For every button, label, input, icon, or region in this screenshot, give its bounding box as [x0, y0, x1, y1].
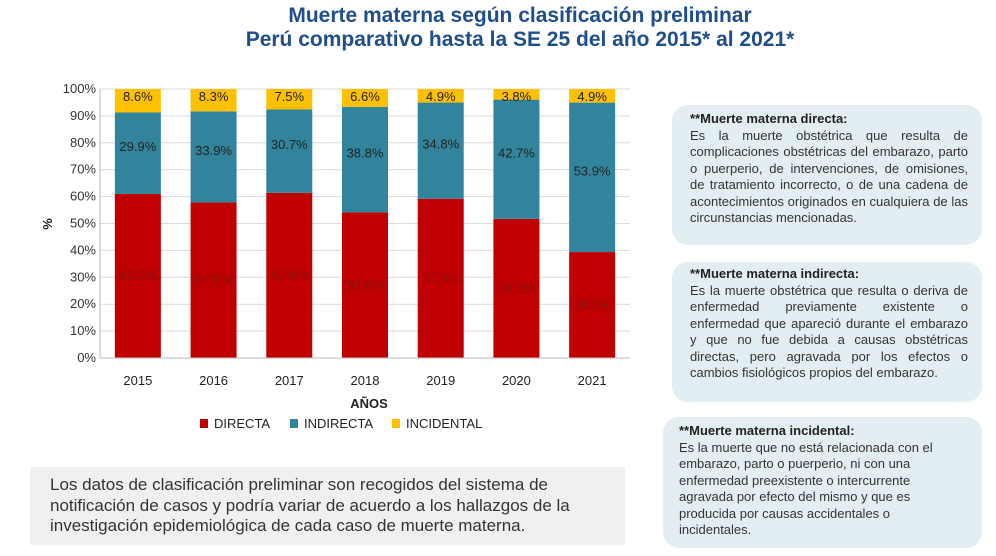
- y-tick-label: 50%: [70, 216, 96, 231]
- bar-directa: [569, 252, 616, 358]
- data-label: 60.2%: [119, 268, 156, 283]
- definition-text: Es la muerte obstétrica que resulta o de…: [690, 282, 968, 381]
- bar-indirecta: [342, 106, 388, 213]
- legend-label: INCIDENTAL: [406, 416, 482, 431]
- data-label: 4.9%: [426, 89, 456, 104]
- definition-text: Es la muerte obstétrica que resulta de c…: [690, 127, 968, 226]
- data-label: 33.9%: [195, 143, 232, 158]
- data-label: 38.2%: [574, 297, 611, 312]
- definition-heading: **Muerte materna incidental:: [679, 423, 855, 438]
- bar-indirecta: [190, 111, 237, 203]
- data-label: 7.5%: [274, 89, 304, 104]
- bar-incidental: [342, 89, 388, 107]
- definition-directa: **Muerte materna directa: Es la muerte o…: [672, 105, 982, 245]
- data-label: 30.7%: [271, 137, 308, 152]
- y-tick-label: 30%: [70, 269, 96, 284]
- definition-heading: **Muerte materna directa:: [690, 111, 848, 126]
- legend-swatch-directa: [200, 419, 208, 428]
- y-tick-label: 40%: [70, 242, 96, 257]
- x-tick-label: 2016: [199, 373, 228, 388]
- data-label: 8.3%: [199, 89, 229, 104]
- y-tick-label: 60%: [70, 189, 96, 204]
- bar-indirecta: [417, 102, 464, 199]
- y-tick-label: 70%: [70, 162, 96, 177]
- legend-swatch-incidental: [392, 419, 400, 428]
- bar-directa: [342, 212, 388, 358]
- data-label: 49.8%: [498, 280, 535, 295]
- x-tick-label: 2021: [578, 373, 607, 388]
- definition-text: Es la muerte que no está relacionada con…: [679, 439, 933, 538]
- y-tick-label: 20%: [70, 296, 96, 311]
- definition-incidental: **Muerte materna incidental: Es la muert…: [663, 417, 982, 548]
- definition-indirecta: **Muerte materna indirecta: Es la muerte…: [672, 262, 982, 402]
- y-tick-label: 80%: [70, 135, 96, 150]
- data-label: 57.6%: [422, 270, 459, 285]
- bar-directa: [493, 218, 540, 358]
- data-label: 29.9%: [119, 139, 156, 154]
- chart-title: Muerte materna según clasificación preli…: [180, 4, 860, 52]
- bar-directa: [417, 198, 464, 358]
- bar-incidental: [190, 89, 237, 112]
- legend-label: DIRECTA: [214, 416, 270, 431]
- title-line-2: Perú comparativo hasta la SE 25 del año …: [245, 28, 795, 51]
- bar-incidental: [493, 89, 540, 100]
- y-tick-label: 10%: [70, 323, 96, 338]
- title-line-1: Muerte materna según clasificación preli…: [288, 4, 752, 27]
- x-tick-label: 2017: [275, 373, 304, 388]
- data-label: 6.6%: [350, 89, 380, 104]
- data-label: 42.7%: [498, 145, 535, 160]
- bar-indirecta: [266, 109, 313, 193]
- data-label: 53.9%: [574, 163, 611, 178]
- x-axis-label: AÑOS: [350, 396, 388, 411]
- bar-incidental: [266, 89, 313, 110]
- data-label: 53.6%: [347, 277, 384, 292]
- y-tick-label: 100%: [63, 81, 97, 96]
- bar-directa: [114, 193, 161, 358]
- bar-incidental: [114, 89, 161, 113]
- data-label: 3.8%: [502, 89, 532, 104]
- x-tick-label: 2015: [123, 373, 152, 388]
- footnote: Los datos de clasificación preliminar so…: [30, 467, 625, 545]
- x-tick-label: 2018: [351, 373, 380, 388]
- bar-indirecta: [569, 102, 616, 253]
- bar-directa: [190, 202, 237, 358]
- data-label: 38.8%: [347, 146, 384, 161]
- bar-incidental: [569, 89, 616, 103]
- y-tick-label: 0%: [77, 350, 96, 365]
- x-tick-label: 2020: [502, 373, 531, 388]
- bar-incidental: [417, 89, 464, 103]
- data-label: 60.8%: [271, 267, 308, 282]
- legend-swatch-indirecta: [290, 419, 298, 428]
- data-label: 8.6%: [123, 89, 153, 104]
- x-tick-label: 2019: [426, 373, 455, 388]
- data-label: 57.8%: [195, 272, 232, 287]
- y-axis-label: %: [40, 218, 55, 230]
- stacked-bar-chart: 0% 10% 20% 30% 40% 50% 60% 70% 80% 90% 100%% 60.2% 2…: [40, 81, 630, 431]
- definition-heading: **Muerte materna indirecta:: [690, 266, 860, 281]
- bar-indirecta: [493, 99, 540, 219]
- data-label: 4.9%: [577, 89, 607, 104]
- data-label: 34.8%: [422, 137, 459, 152]
- bar-indirecta: [114, 112, 161, 194]
- bar-directa: [266, 192, 313, 358]
- legend-label: INDIRECTA: [304, 416, 373, 431]
- y-tick-label: 90%: [70, 108, 96, 123]
